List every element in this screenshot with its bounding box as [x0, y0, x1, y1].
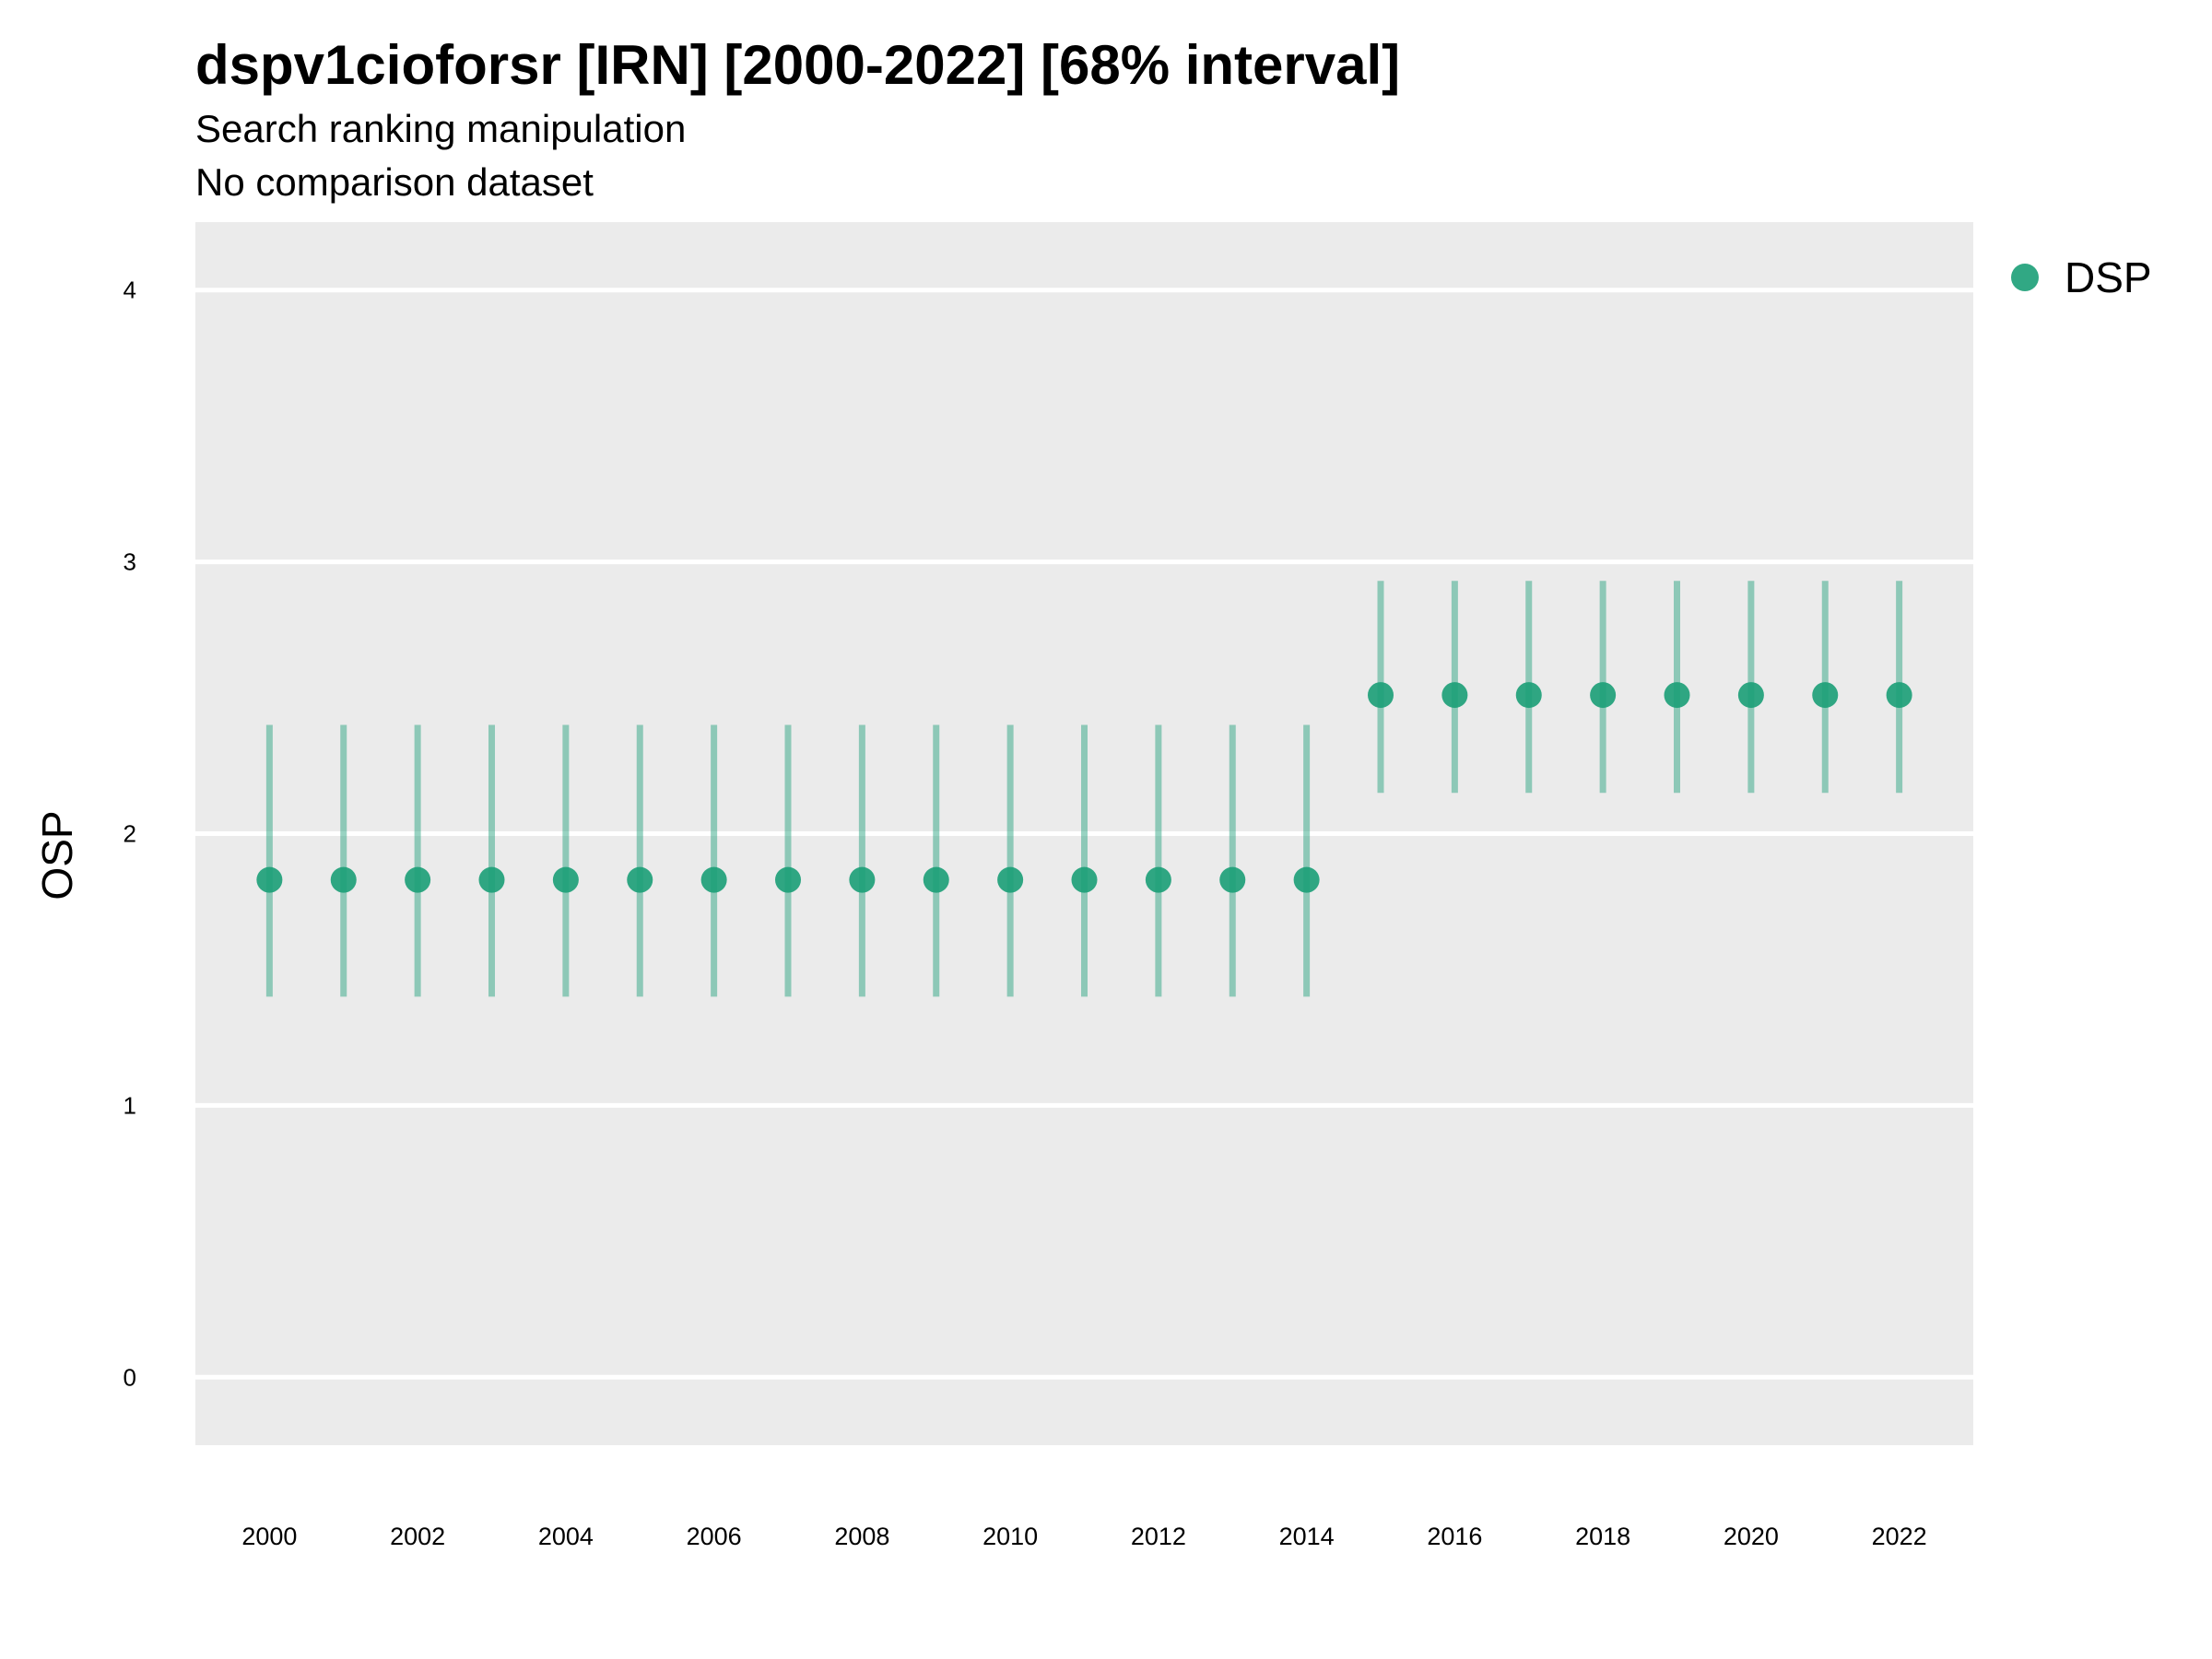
data-point	[552, 866, 579, 893]
x-tick-label: 2016	[1427, 1523, 1482, 1550]
x-tick-label: 2022	[1872, 1523, 1927, 1550]
data-point	[256, 866, 283, 893]
data-point	[1664, 682, 1690, 709]
y-tick-label: 1	[124, 1091, 136, 1119]
data-point	[1145, 866, 1171, 893]
data-point	[775, 866, 801, 893]
x-tick-label: 2010	[982, 1523, 1038, 1550]
y-tick-label: 2	[124, 820, 136, 848]
legend: DSP	[2011, 253, 2152, 302]
data-point	[1737, 682, 1764, 709]
x-tick-label: 2008	[834, 1523, 889, 1550]
x-tick-label: 2006	[687, 1523, 742, 1550]
chart-subtitle-comparison: No comparison dataset	[195, 160, 594, 204]
grid-lines	[195, 288, 1973, 1380]
y-tick-labels: 0 1 2 3 4	[124, 276, 136, 1392]
data-point	[997, 866, 1024, 893]
legend-dot-icon	[2011, 264, 2039, 291]
chart-subtitle: Search ranking manipulation	[195, 107, 687, 150]
chart-title: dspv1cioforsr [IRN] [2000-2022] [68% int…	[195, 34, 1401, 96]
x-tick-label: 2014	[1279, 1523, 1335, 1550]
data-points	[256, 682, 1912, 893]
interval-bars	[265, 581, 1903, 997]
legend-label-dsp: DSP	[2065, 253, 2152, 301]
data-point	[627, 866, 653, 893]
data-point	[849, 866, 876, 893]
data-point	[1219, 866, 1246, 893]
data-point	[330, 866, 357, 893]
data-point	[1812, 682, 1839, 709]
data-point	[700, 866, 727, 893]
x-tick-labels: 2000 2002 2004 2006 2008 2010 2012 2014 2016 2018…	[241, 1523, 1926, 1550]
x-tick-label: 2012	[1131, 1523, 1186, 1550]
data-point	[1590, 682, 1617, 709]
data-point	[1368, 682, 1394, 709]
y-tick-label: 0	[124, 1363, 136, 1391]
data-point	[1515, 682, 1542, 709]
data-point	[1293, 866, 1320, 893]
y-tick-label: 4	[124, 276, 136, 304]
data-point	[923, 866, 949, 893]
x-tick-label: 2000	[241, 1523, 297, 1550]
x-tick-label: 2018	[1575, 1523, 1630, 1550]
data-point	[405, 866, 431, 893]
data-point	[1071, 866, 1098, 893]
x-tick-label: 2004	[538, 1523, 594, 1550]
data-point	[1886, 682, 1912, 709]
y-tick-label: 3	[124, 548, 136, 576]
data-point	[1441, 682, 1468, 709]
x-tick-label: 2002	[390, 1523, 445, 1550]
data-point	[478, 866, 505, 893]
x-tick-label: 2020	[1724, 1523, 1779, 1550]
